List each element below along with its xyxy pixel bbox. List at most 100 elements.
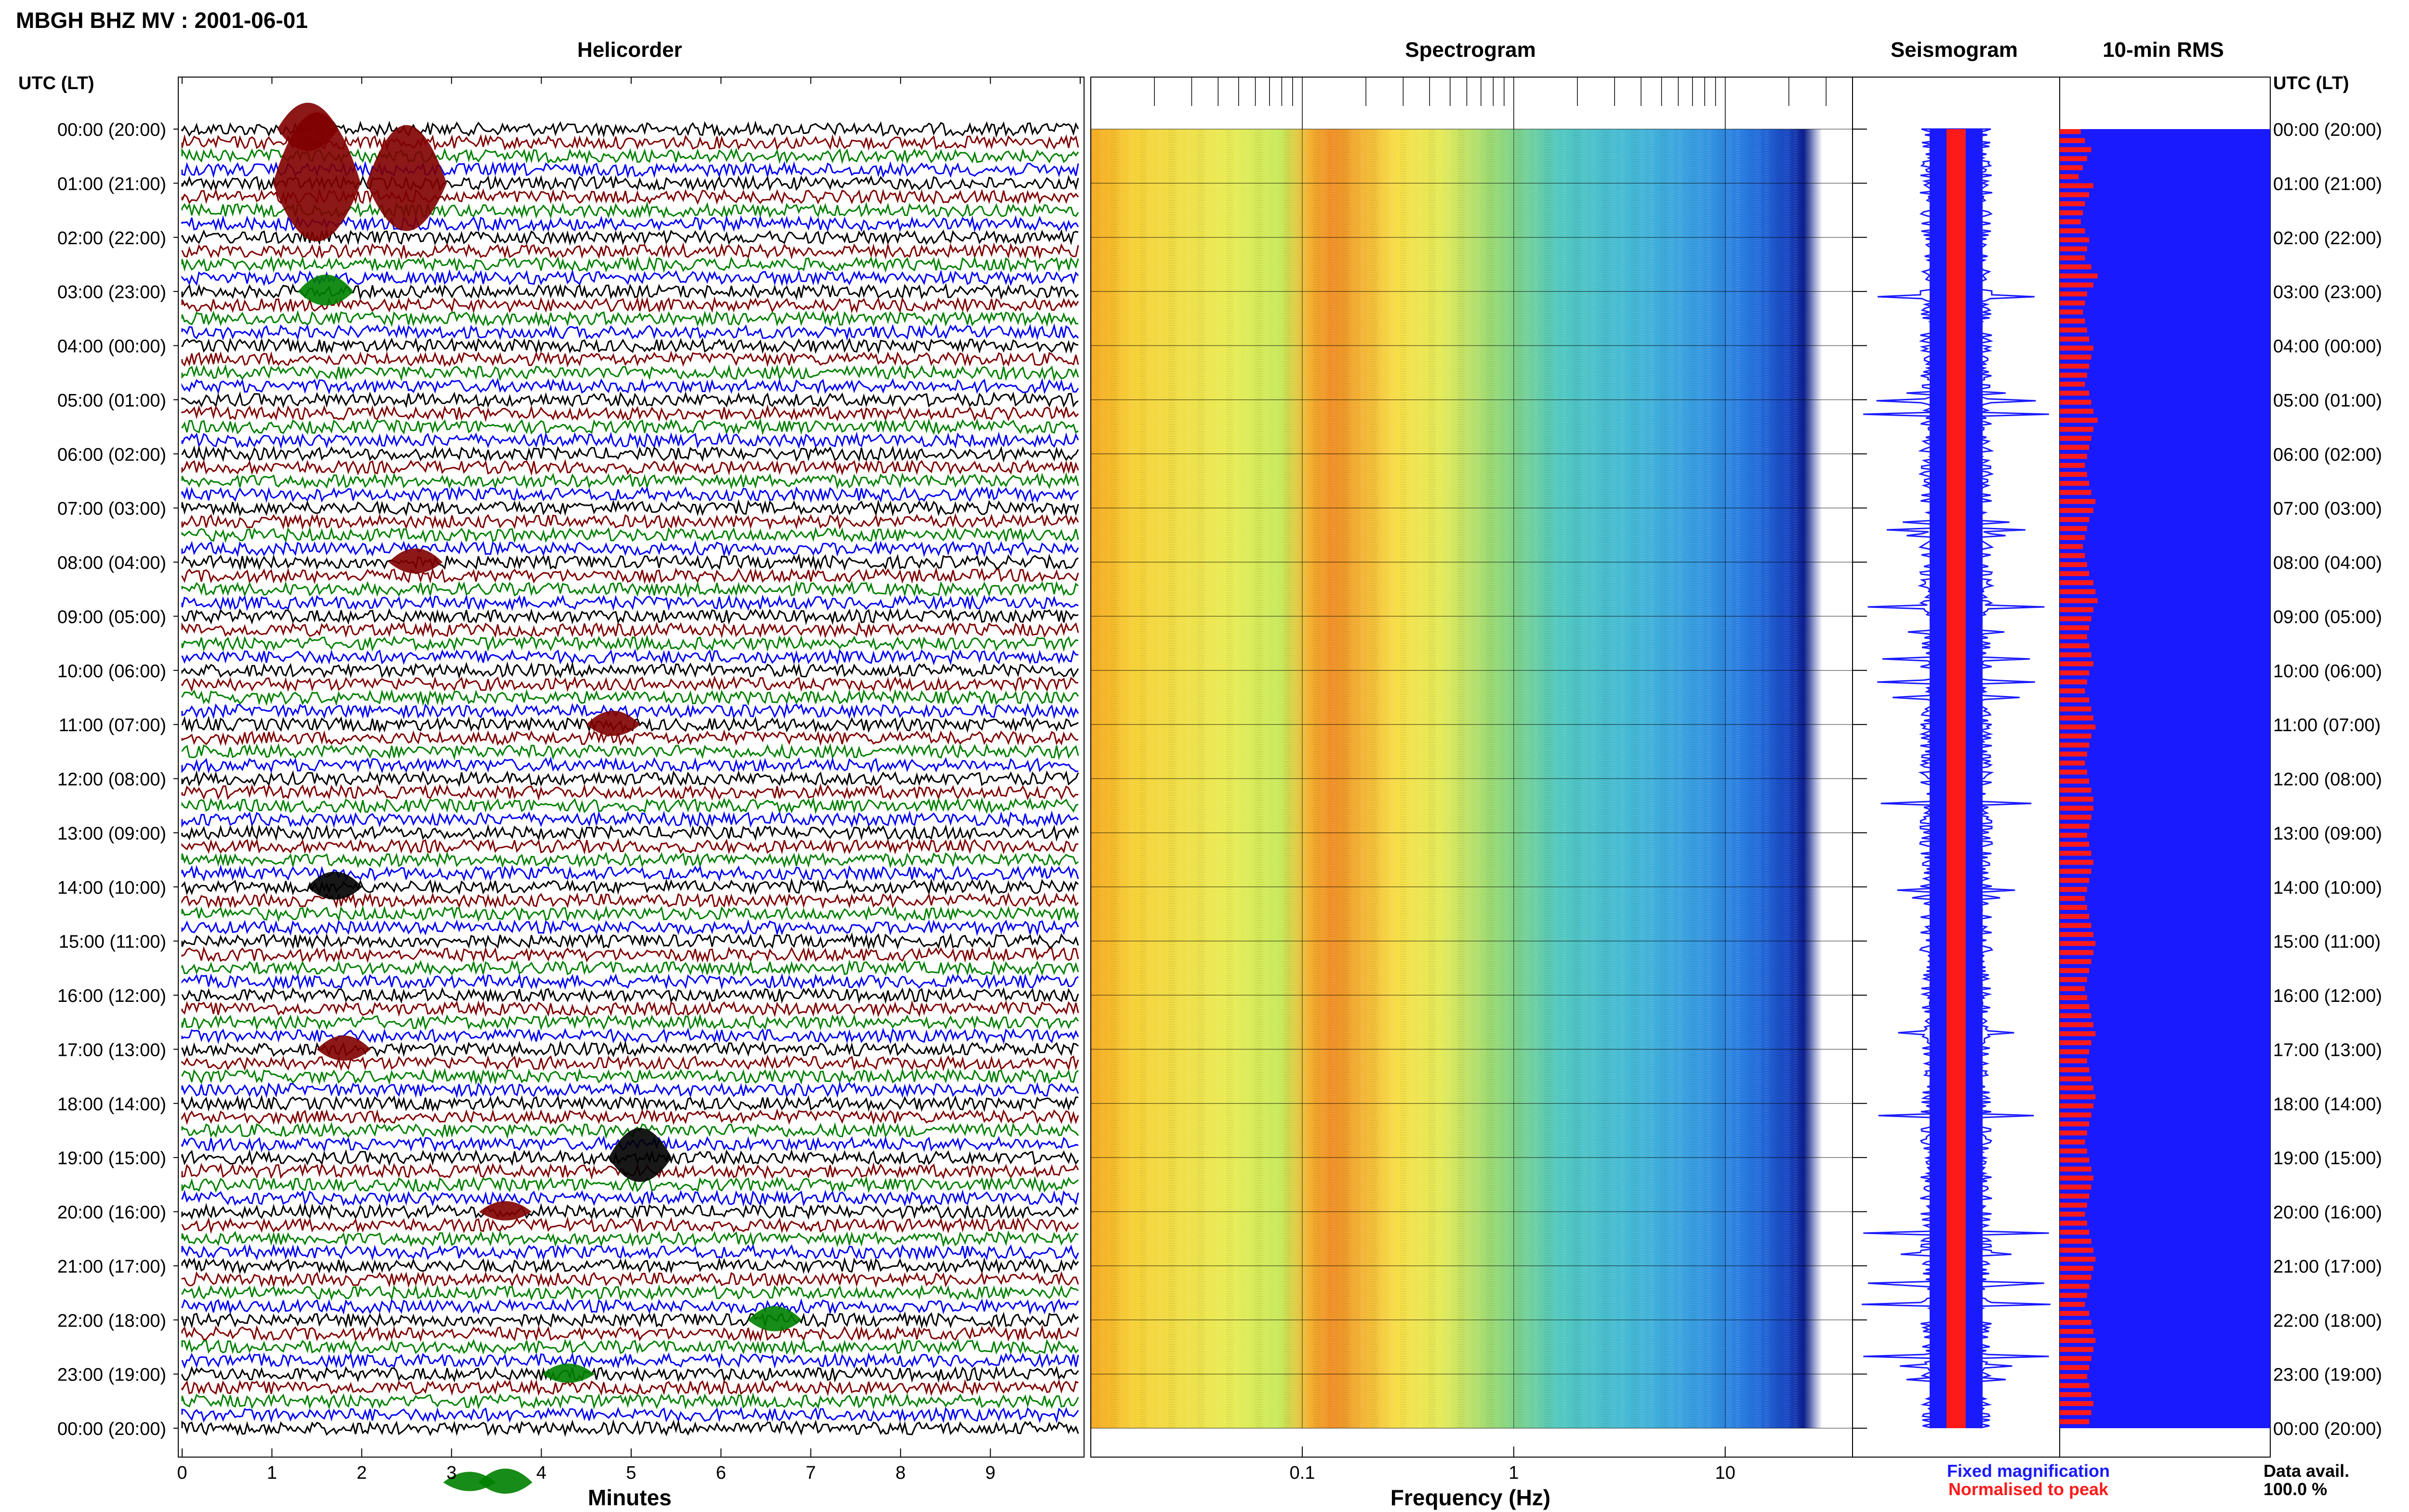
hour-label-left: 16:00 (12:00) [57,986,166,1006]
rms-bar [2060,1302,2085,1307]
hour-label-right: 01:00 (21:00) [2273,174,2382,194]
helicorder-trace [181,770,1079,788]
rms-bar [2060,1383,2090,1388]
rms-bar [2060,589,2096,594]
helicorder-trace [181,729,1079,747]
rms-bar [2060,761,2085,766]
minutes-tick-label: 3 [447,1463,457,1483]
legend-normalised-to-peak: Normalised to peak [1948,1479,2109,1499]
helicorder-trace [181,391,1079,408]
helicorder-trace [181,1108,1079,1125]
rms-panel [2059,77,2271,1458]
rms-bar [2060,860,2093,865]
helicorder-trace [181,364,1079,381]
helicorder-trace [181,1406,1079,1424]
helicorder-trace [181,242,1079,260]
rms-bar [2060,291,2087,297]
helicorder-trace [181,973,1079,990]
minutes-tick-label: 1 [267,1463,277,1483]
hour-label-left: 06:00 (02:00) [57,445,166,465]
rms-bar [2060,733,2091,739]
x-axis-ticks: 0 1 2 3 4 5 6 7 8 9 0.1 1 10 [177,1446,1735,1483]
hour-label-left: 12:00 (08:00) [57,770,166,790]
rms-bar [2060,273,2098,278]
hour-label-left: 14:00 (10:00) [57,878,166,898]
helicorder-trace [181,1379,1079,1396]
hour-label-right: 08:00 (04:00) [2273,553,2382,573]
rms-bar [2060,1311,2090,1316]
rms-bar [2060,490,2091,495]
helicorder-trace [181,350,1079,368]
helicorder-trace [181,851,1079,869]
rms-bar [2060,517,2090,522]
helicorder-event [586,710,640,736]
spectrogram-title: Spectrogram [1405,38,1535,62]
rms-bar [2060,544,2083,549]
rms-bar [2060,147,2091,152]
helicorder-event [478,1468,533,1494]
helicorder-trace [181,553,1079,571]
helicorder-trace [181,309,1079,328]
rms-bar [2060,1094,2096,1100]
rms-bar [2060,562,2087,567]
hour-label-left: 19:00 (15:00) [57,1148,166,1169]
rms-bar [2060,237,2090,243]
rms-bar [2060,643,2090,648]
frequency-tick-label: 1 [1509,1463,1519,1483]
helicorder-trace [181,1081,1079,1099]
frequency-tick-label: 10 [1715,1463,1735,1483]
helicorder-trace [181,810,1079,828]
rms-bar [2060,264,2091,270]
helicorder-trace [181,796,1079,815]
rms-bar [2060,408,2093,414]
hour-label-right: 00:00 (20:00) [2273,1419,2382,1439]
rms-bar [2060,1013,2091,1018]
rms-bar [2060,1049,2090,1054]
helicorder-trace [181,1338,1079,1356]
rms-bar [2060,1085,2093,1091]
helicorder-event [317,1035,371,1061]
helicorder-trace [181,1243,1079,1261]
hour-label-right: 00:00 (20:00) [2273,120,2382,140]
helicorder-event [388,548,443,574]
hour-label-right: 03:00 (23:00) [2273,282,2382,302]
helicorder-trace [181,1230,1079,1248]
helicorder-trace [181,959,1079,977]
rms-bar [2060,625,2090,631]
helicorder-trace [181,255,1079,273]
helicorder-trace [181,946,1079,963]
rms-bar [2060,697,2090,703]
hour-label-left: 22:00 (18:00) [57,1311,166,1331]
rms-bar [2060,896,2085,901]
helicorder-trace [181,1365,1079,1383]
hour-label-right: 11:00 (07:00) [2273,715,2381,736]
legend-fixed-magnification: Fixed magnification [1947,1461,2110,1481]
helicorder-trace [181,1419,1079,1437]
rms-bar [2060,1139,2085,1144]
rms-bar [2060,1410,2091,1415]
hour-label-left: 01:00 (21:00) [57,174,166,194]
rms-bar [2060,941,2096,946]
helicorder-trace [181,513,1079,530]
rms-bar [2060,174,2079,179]
rms-bar [2060,1130,2087,1136]
rms-bar [2060,391,2090,396]
spectrogram-panel [1090,77,1853,1458]
rms-bar [2060,454,2087,459]
rms-bar [2060,887,2087,892]
rms-bar [2060,210,2083,215]
helicorder-trace [181,580,1079,598]
rms-bar [2060,300,2085,306]
rms-bar [2060,1265,2093,1271]
rms-bar [2060,571,2090,576]
helicorder-trace [181,1311,1079,1329]
hour-label-right: 06:00 (02:00) [2273,445,2382,465]
rms-bar [2060,824,2090,829]
rms-bar [2060,1121,2090,1127]
helicorder-event [298,275,354,306]
left-axis-label: UTC (LT) [18,73,94,93]
hour-label-left: 02:00 (22:00) [57,228,166,249]
rms-bar [2060,309,2083,315]
rms-bar [2060,769,2087,775]
helicorder-trace [181,540,1079,558]
